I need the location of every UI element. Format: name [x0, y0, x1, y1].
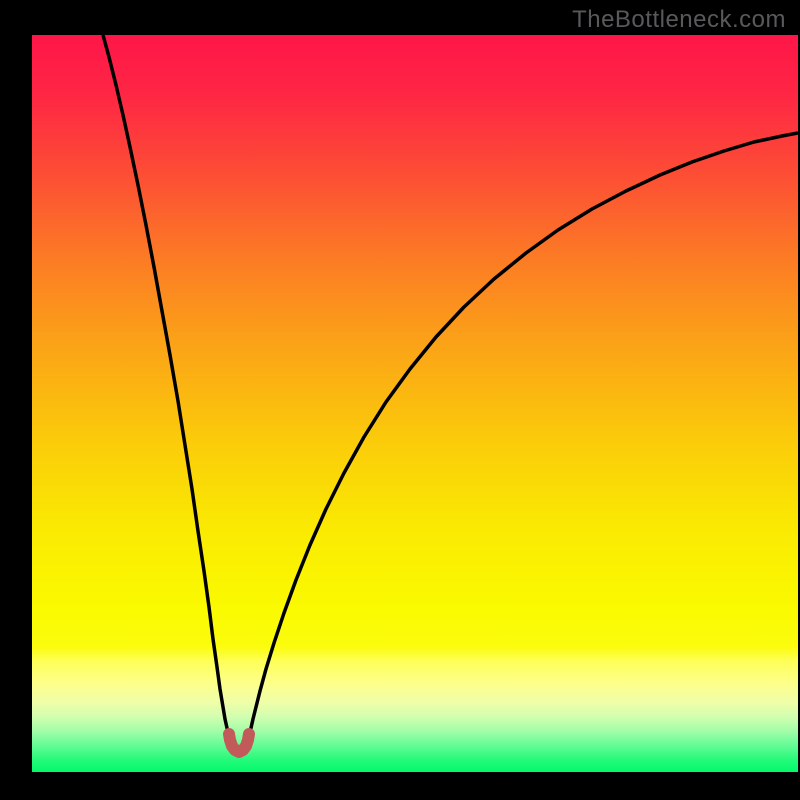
- watermark-text: TheBottleneck.com: [572, 6, 786, 34]
- curve-right: [249, 133, 798, 734]
- plot-area: [32, 35, 798, 772]
- chart-frame: TheBottleneck.com: [0, 0, 800, 800]
- border-left: [0, 0, 32, 800]
- plot-svg: [32, 35, 798, 772]
- valley-mark: [229, 734, 249, 752]
- curve-left: [103, 35, 229, 734]
- border-bottom: [0, 772, 800, 800]
